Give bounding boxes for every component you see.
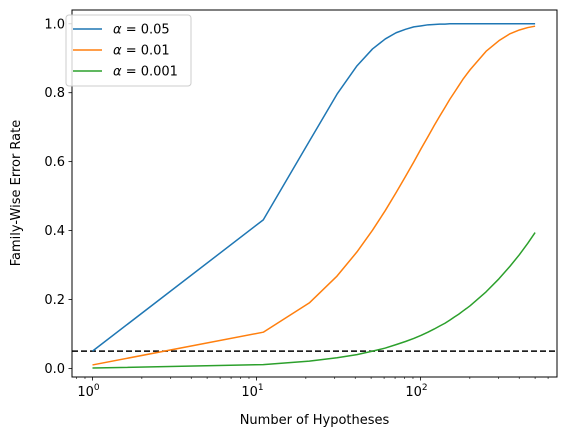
x-axis: 100 101 102 bbox=[76, 377, 549, 400]
series-line-2 bbox=[92, 232, 536, 369]
y-tick-label-1: 0.2 bbox=[44, 293, 65, 308]
x-axis-label: Number of Hypotheses bbox=[240, 413, 390, 428]
y-tick-label-2: 0.4 bbox=[44, 224, 65, 239]
x-tick-label-0: 100 bbox=[77, 383, 100, 400]
legend-label-2: α = 0.001 bbox=[113, 65, 178, 80]
y-tick-label-3: 0.6 bbox=[44, 155, 65, 170]
legend-box bbox=[65, 14, 192, 87]
y-tick-label-5: 1.0 bbox=[44, 17, 65, 32]
series-line-1 bbox=[92, 25, 536, 366]
y-tick-label-4: 0.8 bbox=[44, 86, 65, 101]
series-layer bbox=[92, 23, 536, 369]
y-axis-label: Family-Wise Error Rate bbox=[9, 120, 24, 266]
series-line-0 bbox=[92, 23, 536, 352]
x-tick-label-2: 102 bbox=[405, 383, 427, 400]
legend-label-1: α = 0.01 bbox=[113, 44, 170, 59]
legend: α = 0.05 α = 0.01 α = 0.001 bbox=[65, 14, 192, 87]
y-tick-label-0: 0.0 bbox=[44, 362, 65, 377]
y-axis: 0.0 0.2 0.4 0.6 0.8 1.0 bbox=[44, 17, 72, 377]
x-tick-label-1: 101 bbox=[241, 383, 263, 400]
legend-label-0: α = 0.05 bbox=[113, 23, 170, 38]
plot-frame bbox=[71, 9, 558, 378]
